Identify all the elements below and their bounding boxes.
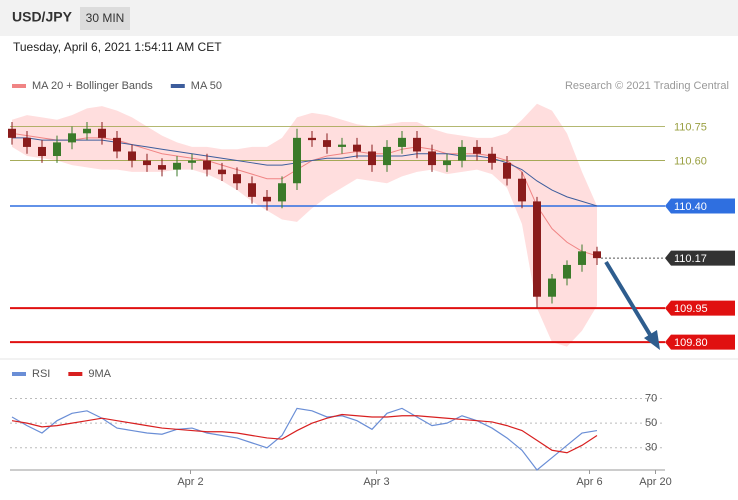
level-label: 110.40 [674,201,707,213]
ma-line [12,137,598,207]
symbol: USD/JPY [12,9,73,25]
candle-body [398,137,406,147]
source: Research © 2021 Trading Central [565,80,729,92]
interval-badge[interactable] [80,7,130,30]
level-tag [665,300,735,316]
rsi-line [11,413,598,454]
candle-body [113,137,121,152]
price-panel: MA 20 + Bollinger Bands MA 50 110.75 110.60… [8,80,735,350]
candle-body [383,146,391,166]
candle-body [278,183,286,202]
candle-body [533,201,541,297]
forecast-arrow [604,260,654,340]
legend-swatch [12,372,26,376]
candle-body [23,137,31,147]
legend-swatch [12,84,26,88]
level-tag [665,250,735,266]
level-tag [665,198,735,214]
x-tick-label: Apr 6 [576,476,602,488]
candle-body [428,151,436,166]
ma-line [11,132,598,257]
candle-body [323,140,331,147]
level-tag [665,334,735,350]
candle-body [413,137,421,152]
timestamp: Tuesday, April 6, 2021 1:54:11 AM CET [13,40,222,54]
y-tick-label: 30 [645,442,657,454]
candle-body [8,128,16,138]
interval[interactable]: 30 MIN [86,11,125,25]
x-tick-label: Apr 20 [639,476,671,488]
candle-body [38,146,46,157]
legend-swatch [68,372,83,376]
candle-body [548,278,556,297]
candle-body [158,165,166,170]
candle-body [83,128,91,134]
candle-body [263,196,271,202]
candle-body [458,146,466,161]
level-label: 109.80 [674,337,708,349]
candle-body [293,137,301,184]
candle-body [248,183,256,197]
candle-body [188,160,196,163]
candle-body [488,153,496,163]
candle-body [218,169,226,175]
candle-body [98,128,106,138]
level-label: 110.17 [674,253,707,265]
candle-body [593,251,601,259]
x-tick-label: Apr 2 [177,476,203,488]
candle-body [308,137,316,141]
rsi-panel: RSI 9MA 70 50 30 Apr 2 Apr 3 Apr 6 Apr 20 [10,368,672,488]
rsi-line [11,407,598,471]
candle-body [53,142,61,157]
legend-label: 9MA [88,368,111,380]
candle-body [128,151,136,161]
forecast-arrowhead [644,330,660,350]
candle-body [338,144,346,147]
y-tick-label: 50 [645,417,657,429]
y-tick-label: 70 [645,392,657,404]
candle-body [518,178,526,202]
legend-swatch [170,84,185,88]
candle-body [563,264,571,279]
level-label: 109.95 [674,303,708,315]
x-tick-label: Apr 3 [363,476,389,488]
candle-body [443,160,451,166]
candle-body [173,162,181,170]
legend-label: RSI [32,368,50,380]
candle-body [503,162,511,179]
level-label: 110.75 [674,121,707,133]
level-label: 110.60 [674,155,707,167]
legend-label: MA 20 + Bollinger Bands [32,80,153,92]
candle-body [578,251,586,265]
candle-body [203,160,211,170]
candle-body [68,133,76,143]
legend-label: MA 50 [191,80,222,92]
candle-body [143,160,151,166]
candle-body [368,151,376,166]
candle-body [233,174,241,184]
candle-body [353,144,361,152]
candle-body [473,146,481,154]
